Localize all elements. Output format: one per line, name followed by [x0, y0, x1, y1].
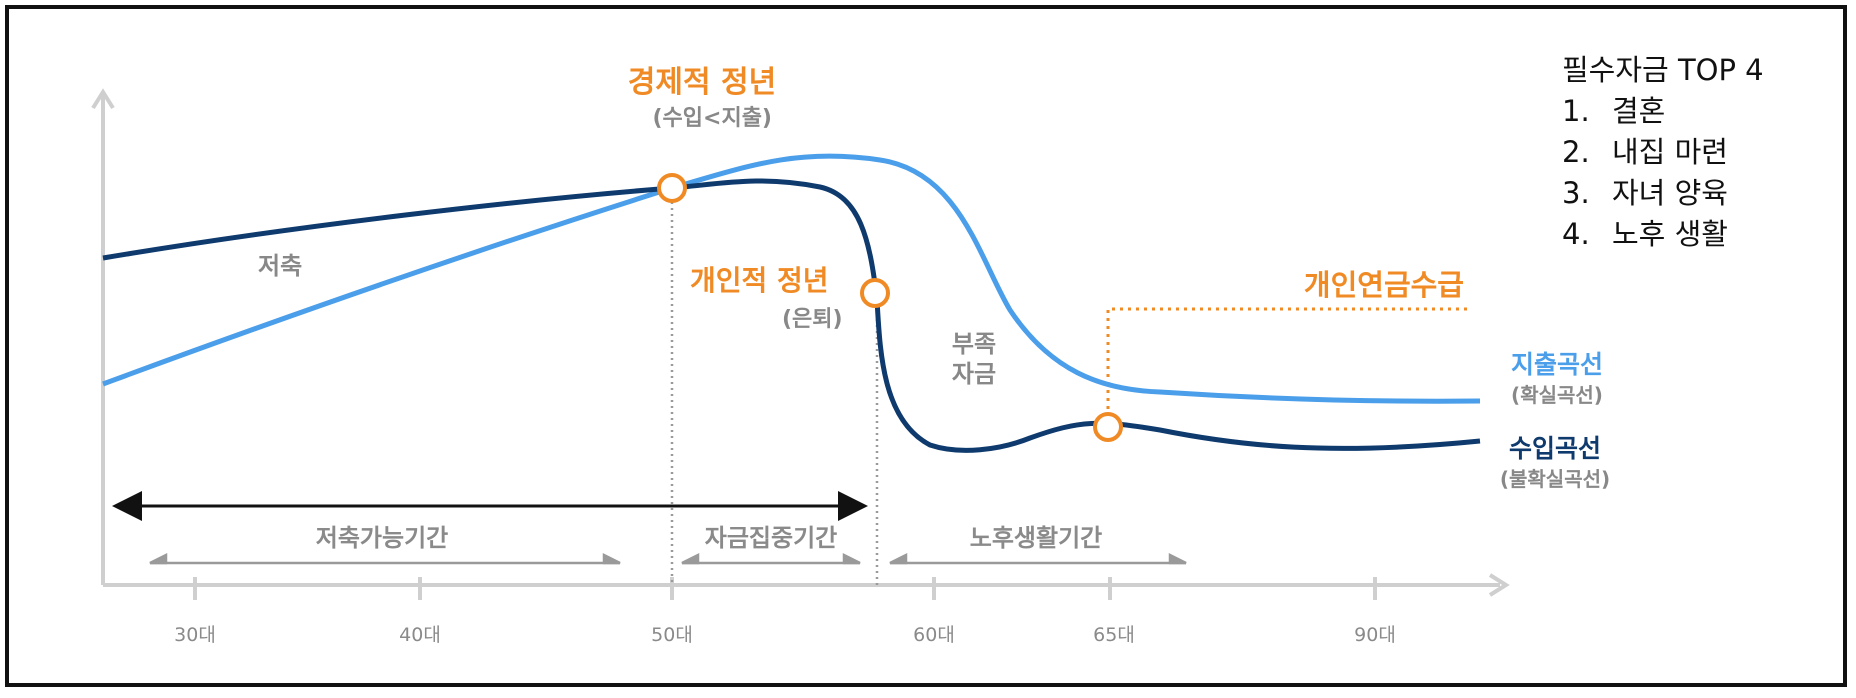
- milestone-title-pension: 개인연금수급: [1304, 268, 1464, 302]
- list-item-label: 내집 마련: [1612, 135, 1728, 169]
- list-item-label: 결혼: [1612, 94, 1666, 128]
- period-label: 저축가능기간: [316, 524, 448, 552]
- label-shortfall-2: 자금: [952, 360, 996, 388]
- list-item-number: 3.: [1562, 176, 1590, 210]
- period-label: 자금집중기간: [705, 524, 837, 552]
- series-subtitle-expense: (확실곡선): [1511, 383, 1603, 407]
- x-tick-label: 30대: [174, 624, 216, 646]
- list-item-number: 2.: [1562, 135, 1590, 169]
- series-label-expense: 지출곡선: [1511, 350, 1603, 379]
- list-item: 3. 자녀 양육: [1562, 173, 1764, 214]
- label-shortfall-1: 부족: [952, 330, 996, 358]
- x-axis-arrow: [1488, 573, 1510, 597]
- list-item-number: 4.: [1562, 217, 1590, 251]
- x-tick-label: 50대: [651, 624, 693, 646]
- x-tick-label: 40대: [399, 624, 441, 646]
- x-tick-label: 90대: [1354, 624, 1396, 646]
- series-line-expense: [102, 153, 1481, 404]
- milestone-title-economic: 경제적 정년: [628, 65, 776, 100]
- period-range-tip: [842, 552, 861, 565]
- marker-economic-retirement: [657, 173, 687, 203]
- x-tick-label: 65대: [1093, 624, 1135, 646]
- list-item: 1. 결혼: [1562, 91, 1764, 132]
- x-tick-labels: 30대 40대 50대 60대 65대 90대: [174, 624, 1396, 646]
- top4-list: 필수자금 TOP 4 1. 결혼 2. 내집 마련 3. 자녀 양육 4. 노후…: [1562, 50, 1764, 255]
- period-range-tip: [602, 552, 621, 565]
- x-tick-label: 60대: [913, 624, 955, 646]
- list-item-label: 노후 생활: [1612, 217, 1728, 251]
- figure-frame: [5, 5, 1847, 687]
- milestone-note-personal: (은퇴): [782, 307, 843, 332]
- period-range-tip: [1168, 552, 1187, 565]
- axes: [91, 88, 1510, 597]
- series-line-income: [102, 178, 1481, 453]
- milestone-title-personal: 개인적 정년: [690, 264, 829, 297]
- list-item-number: 1.: [1562, 94, 1590, 128]
- period-range-tip: [889, 552, 908, 565]
- marker-personal-retirement: [860, 278, 890, 308]
- list-item: 4. 노후 생활: [1562, 214, 1764, 255]
- period-label: 노후생활기간: [970, 524, 1102, 552]
- period-range-tip: [681, 552, 700, 565]
- pension-line: [1106, 307, 1468, 425]
- top4-title: 필수자금 TOP 4: [1562, 53, 1764, 87]
- label-savings: 저축: [258, 252, 302, 280]
- marker-pension-start: [1093, 412, 1123, 442]
- series-label-income: 수입곡선: [1509, 434, 1601, 463]
- series-subtitle-income: (불확실곡선): [1500, 467, 1610, 491]
- period-ranges: [149, 552, 1187, 565]
- y-axis-arrow: [91, 88, 115, 110]
- milestone-note-economic: (수입<지출): [652, 106, 772, 131]
- list-item: 2. 내집 마련: [1562, 132, 1764, 173]
- list-item-label: 자녀 양육: [1612, 176, 1728, 210]
- period-range-tip: [149, 552, 168, 565]
- x-ticks: [193, 577, 1377, 600]
